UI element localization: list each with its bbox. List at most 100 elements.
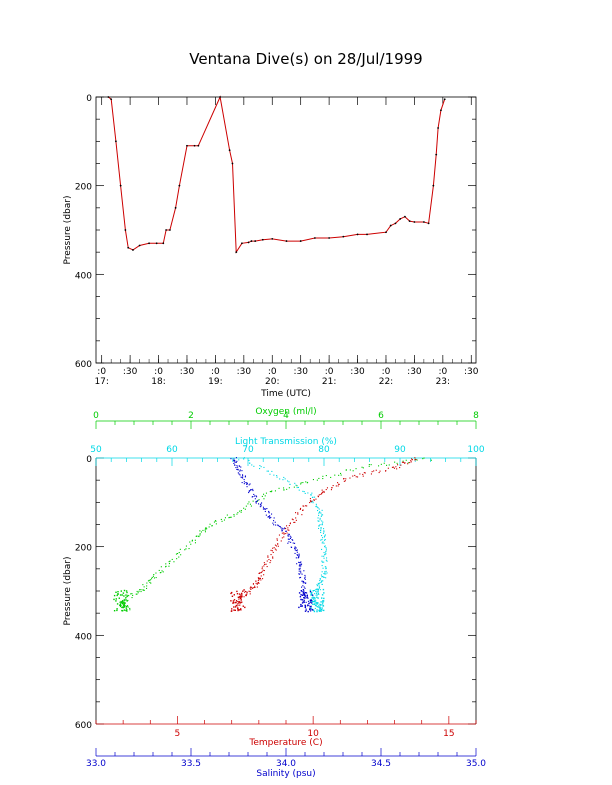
data-point [233, 458, 235, 460]
data-point [226, 514, 228, 516]
data-point [236, 460, 238, 462]
data-point [151, 576, 153, 578]
data-point [278, 525, 280, 527]
data-point [244, 591, 246, 593]
data-point [168, 563, 170, 565]
data-point [320, 515, 322, 517]
x-tick-label: :0 [382, 367, 391, 377]
data-point [245, 482, 247, 484]
data-point [238, 602, 240, 604]
data-point [224, 517, 226, 519]
data-point [193, 144, 196, 147]
data-point [252, 587, 254, 589]
data-point [302, 585, 304, 587]
data-point [286, 488, 288, 490]
data-point [241, 470, 243, 472]
data-point [123, 603, 125, 605]
data-point [299, 562, 301, 564]
data-point [307, 600, 309, 602]
data-point [234, 464, 236, 466]
data-point [301, 514, 303, 516]
data-point [349, 477, 351, 479]
y-tick-label: 200 [75, 183, 92, 193]
data-point [121, 600, 124, 603]
data-point [248, 501, 250, 503]
data-point [132, 594, 134, 596]
data-point [322, 537, 324, 539]
data-point [297, 486, 299, 488]
data-point [229, 516, 231, 518]
data-point [300, 594, 302, 596]
data-point [272, 522, 274, 524]
y-tick-label: 600 [75, 721, 92, 731]
data-point [396, 468, 398, 470]
data-point [324, 539, 326, 541]
data-point [354, 474, 356, 476]
data-point [302, 582, 304, 584]
data-point [400, 464, 402, 466]
chart-title: Ventana Dive(s) on 28/Jul/1999 [189, 50, 423, 68]
data-point [179, 548, 181, 550]
data-point [121, 610, 124, 612]
data-point [325, 548, 327, 550]
data-point [251, 587, 253, 589]
data-point [340, 474, 342, 476]
data-point [321, 560, 323, 562]
data-point [312, 596, 314, 598]
data-point [370, 473, 372, 475]
data-point [155, 242, 158, 245]
data-point [302, 589, 305, 591]
data-point [312, 601, 314, 603]
data-point [252, 500, 254, 502]
data-point [117, 591, 119, 593]
data-point [401, 461, 403, 463]
x-tick-label: :30 [237, 367, 252, 377]
data-point [127, 246, 130, 249]
data-point [316, 609, 318, 611]
data-point [297, 557, 299, 559]
data-point [315, 591, 317, 593]
data-point [321, 576, 323, 578]
data-point [233, 462, 235, 464]
data-point [337, 482, 339, 484]
data-point [319, 603, 321, 605]
oxygen-tick-label: 8 [473, 411, 479, 421]
data-point [236, 513, 238, 515]
data-point [115, 140, 117, 143]
data-point [324, 566, 326, 568]
data-point [316, 610, 318, 613]
data-point [122, 606, 124, 609]
data-point [276, 476, 278, 478]
data-point [422, 221, 425, 223]
data-point [321, 571, 323, 573]
data-point [259, 572, 261, 574]
data-point [258, 582, 260, 584]
data-point [310, 501, 312, 503]
data-point [300, 603, 302, 606]
data-point [323, 576, 325, 578]
data-point [261, 571, 263, 573]
data-point [131, 597, 133, 599]
data-point [325, 577, 327, 579]
data-point [153, 574, 155, 576]
data-point [165, 229, 168, 231]
data-point [243, 479, 245, 481]
data-point [126, 610, 128, 612]
data-point [273, 524, 275, 526]
data-point [318, 593, 320, 595]
data-point [135, 593, 137, 595]
data-point [285, 530, 287, 532]
data-point [324, 554, 326, 556]
data-point [300, 507, 302, 509]
data-point [236, 603, 238, 605]
data-point [273, 474, 275, 476]
data-point [310, 610, 312, 612]
data-point [256, 500, 258, 502]
data-point [233, 599, 236, 601]
data-point [319, 604, 322, 606]
data-point [233, 514, 235, 516]
data-point [299, 564, 301, 566]
data-point [237, 608, 239, 611]
data-point [396, 462, 398, 464]
data-point [266, 470, 268, 472]
